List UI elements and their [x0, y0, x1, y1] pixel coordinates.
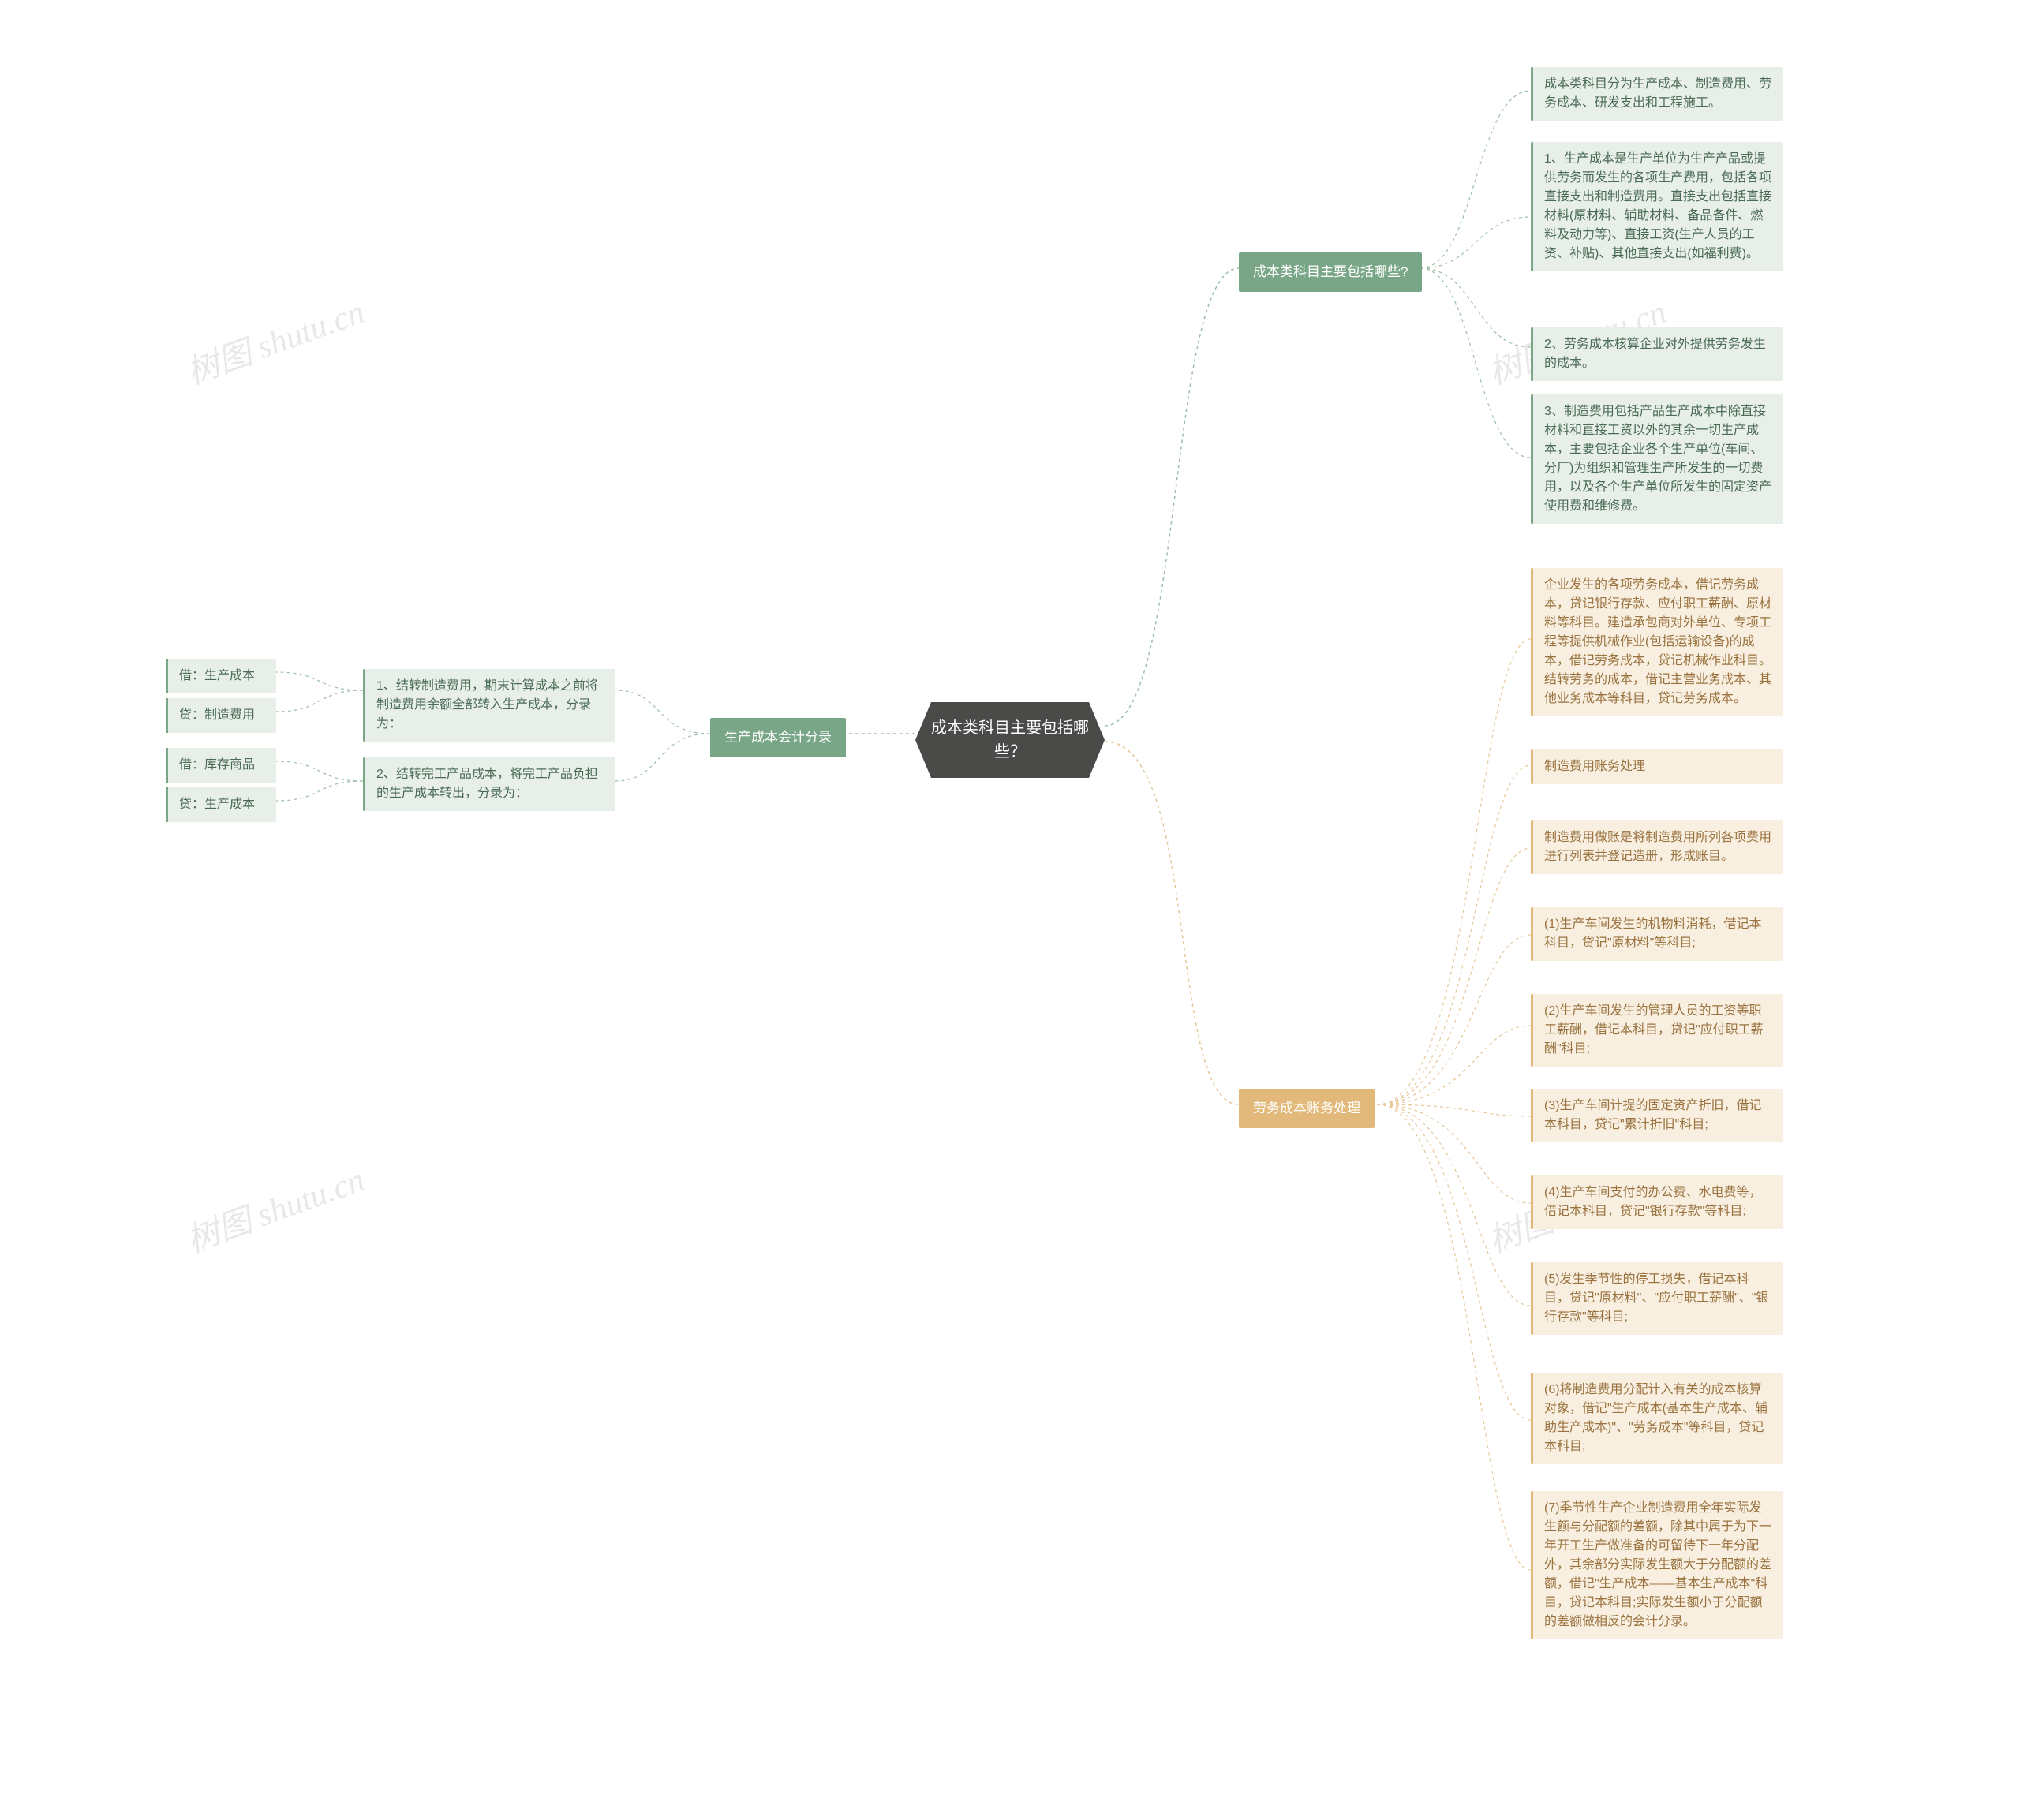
orange-leaf: (1)生产车间发生的机物料消耗，借记本科目，贷记"原材料"等科目; [1531, 907, 1783, 961]
green-leaf: 2、劳务成本核算企业对外提供劳务发生的成本。 [1531, 327, 1783, 381]
green-leaf: 1、生产成本是生产单位为生产产品或提供劳务而发生的各项生产费用，包括各项直接支出… [1531, 142, 1783, 271]
green-entry: 借：库存商品 [166, 748, 276, 783]
orange-leaf: (5)发生季节性的停工损失，借记本科目，贷记"原材料"、"应付职工薪酬"、"银行… [1531, 1262, 1783, 1335]
watermark: 树图 shutu.cn [179, 286, 370, 394]
green-leaf: 3、制造费用包括产品生产成本中除直接材料和直接工资以外的其余一切生产成本，主要包… [1531, 394, 1783, 524]
orange-leaf: 制造费用账务处理 [1531, 749, 1783, 784]
orange-leaf: (6)将制造费用分配计入有关的成本核算对象，借记"生产成本(基本生产成本、辅助生… [1531, 1373, 1783, 1464]
orange-leaf: 企业发生的各项劳务成本，借记劳务成本，贷记银行存款、应付职工薪酬、原材料等科目。… [1531, 568, 1783, 716]
orange-leaf: (2)生产车间发生的管理人员的工资等职工薪酬，借记本科目，贷记"应付职工薪酬"科… [1531, 994, 1783, 1067]
orange-leaf: (7)季节性生产企业制造费用全年实际发生额与分配额的差额，除其中属于为下一年开工… [1531, 1491, 1783, 1639]
branch-green-left: 生产成本会计分录 [710, 718, 846, 757]
root-node: 成本类科目主要包括哪些？ [915, 702, 1105, 778]
orange-leaf: (4)生产车间支付的办公费、水电费等，借记本科目，贷记"银行存款"等科目; [1531, 1175, 1783, 1229]
orange-leaf: (3)生产车间计提的固定资产折旧，借记本科目，贷记"累计折旧"科目; [1531, 1089, 1783, 1142]
watermark: 树图 shutu.cn [179, 1153, 370, 1262]
green-entry: 贷：生产成本 [166, 787, 276, 822]
branch-orange-right: 劳务成本账务处理 [1239, 1089, 1375, 1128]
green-entry: 贷：制造费用 [166, 698, 276, 733]
green-leaf: 成本类科目分为生产成本、制造费用、劳务成本、研发支出和工程施工。 [1531, 67, 1783, 121]
green-entry: 借：生产成本 [166, 659, 276, 693]
green-group: 2、结转完工产品成本，将完工产品负担的生产成本转出，分录为： [363, 757, 615, 811]
green-group: 1、结转制造费用，期末计算成本之前将制造费用余额全部转入生产成本，分录为： [363, 669, 615, 742]
orange-leaf: 制造费用做账是将制造费用所列各项费用进行列表并登记造册，形成账目。 [1531, 820, 1783, 874]
branch-green-right: 成本类科目主要包括哪些? [1239, 252, 1422, 292]
